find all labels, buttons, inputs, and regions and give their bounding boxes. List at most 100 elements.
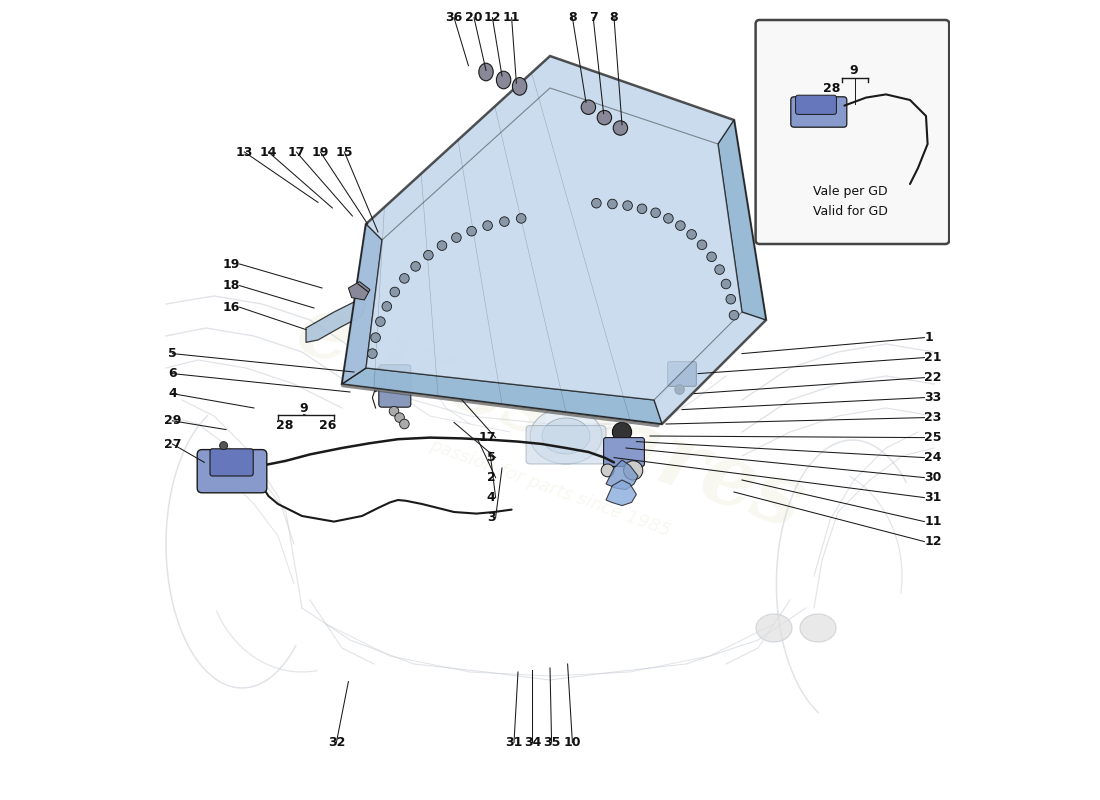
Text: 17: 17 — [478, 431, 496, 444]
Circle shape — [437, 241, 447, 250]
Circle shape — [613, 422, 631, 442]
FancyBboxPatch shape — [668, 362, 696, 386]
Polygon shape — [342, 56, 766, 424]
Text: 8: 8 — [609, 11, 618, 24]
Text: 32: 32 — [328, 736, 345, 749]
Ellipse shape — [530, 408, 602, 464]
Circle shape — [390, 287, 399, 297]
Text: 23: 23 — [924, 411, 942, 424]
Circle shape — [424, 250, 433, 260]
Text: 26: 26 — [319, 419, 337, 432]
Polygon shape — [342, 368, 662, 424]
Text: 30: 30 — [924, 471, 942, 484]
FancyBboxPatch shape — [756, 20, 949, 244]
Text: 21: 21 — [924, 351, 942, 364]
Text: 6: 6 — [168, 367, 177, 380]
Text: 14: 14 — [260, 146, 277, 158]
Text: 27: 27 — [164, 438, 182, 450]
Polygon shape — [606, 460, 638, 490]
Circle shape — [466, 226, 476, 236]
Circle shape — [726, 294, 736, 304]
Text: 20: 20 — [465, 11, 483, 24]
Polygon shape — [606, 480, 637, 506]
Text: 28: 28 — [276, 419, 293, 432]
Ellipse shape — [478, 63, 493, 81]
Circle shape — [389, 406, 399, 416]
Text: 34: 34 — [524, 736, 541, 749]
Text: 5: 5 — [487, 451, 496, 464]
FancyBboxPatch shape — [210, 449, 253, 476]
Ellipse shape — [542, 418, 590, 454]
Circle shape — [675, 221, 685, 230]
Text: passion for parts since 1985: passion for parts since 1985 — [427, 436, 673, 540]
Text: 9: 9 — [849, 64, 858, 77]
Text: 31: 31 — [505, 736, 522, 749]
Circle shape — [637, 204, 647, 214]
Circle shape — [651, 208, 660, 218]
Text: 31: 31 — [924, 491, 942, 504]
Ellipse shape — [756, 614, 792, 642]
Circle shape — [715, 265, 725, 274]
Text: 8: 8 — [568, 11, 576, 24]
Text: 16: 16 — [222, 301, 240, 314]
Circle shape — [399, 274, 409, 283]
Circle shape — [516, 214, 526, 223]
Circle shape — [613, 121, 628, 135]
Circle shape — [367, 349, 377, 358]
Polygon shape — [349, 282, 370, 300]
Text: 12: 12 — [924, 535, 942, 548]
Polygon shape — [718, 120, 766, 320]
FancyBboxPatch shape — [604, 438, 645, 466]
Text: 13: 13 — [235, 146, 253, 158]
Text: 7: 7 — [588, 11, 597, 24]
Ellipse shape — [513, 78, 527, 95]
Text: 18: 18 — [222, 279, 240, 292]
Text: 36: 36 — [446, 11, 463, 24]
Circle shape — [597, 110, 612, 125]
Circle shape — [663, 214, 673, 223]
Text: Vale per GD
Valid for GD: Vale per GD Valid for GD — [813, 185, 888, 218]
Text: 4: 4 — [487, 491, 496, 504]
Circle shape — [729, 310, 739, 320]
Circle shape — [395, 413, 405, 422]
Circle shape — [686, 230, 696, 239]
Circle shape — [722, 279, 730, 289]
Text: 33: 33 — [924, 391, 942, 404]
Polygon shape — [366, 88, 742, 400]
Circle shape — [382, 302, 392, 311]
Circle shape — [623, 201, 632, 210]
Text: 19: 19 — [222, 258, 240, 270]
Circle shape — [602, 464, 614, 477]
Circle shape — [375, 317, 385, 326]
Text: 2: 2 — [487, 471, 496, 484]
Circle shape — [399, 419, 409, 429]
Circle shape — [707, 252, 716, 262]
Text: eurospares: eurospares — [285, 286, 815, 546]
Circle shape — [674, 385, 684, 394]
Text: 35: 35 — [543, 736, 560, 749]
Text: 3: 3 — [487, 511, 496, 524]
Text: 10: 10 — [563, 736, 581, 749]
Text: 11: 11 — [503, 11, 520, 24]
FancyBboxPatch shape — [795, 95, 836, 114]
Text: 11: 11 — [924, 515, 942, 528]
Text: 5: 5 — [168, 347, 177, 360]
Circle shape — [697, 240, 707, 250]
Polygon shape — [342, 224, 382, 384]
FancyBboxPatch shape — [526, 426, 606, 464]
Circle shape — [452, 233, 461, 242]
Text: 19: 19 — [311, 146, 329, 158]
Text: 29: 29 — [164, 414, 182, 427]
Polygon shape — [373, 368, 386, 392]
Text: 4: 4 — [168, 387, 177, 400]
Text: 15: 15 — [336, 146, 353, 158]
Text: 17: 17 — [287, 146, 305, 158]
Ellipse shape — [800, 614, 836, 642]
Circle shape — [607, 199, 617, 209]
Circle shape — [220, 442, 228, 450]
Circle shape — [499, 217, 509, 226]
Text: 12: 12 — [484, 11, 502, 24]
Text: 28: 28 — [823, 82, 840, 94]
Circle shape — [581, 100, 595, 114]
Text: 1: 1 — [924, 331, 933, 344]
